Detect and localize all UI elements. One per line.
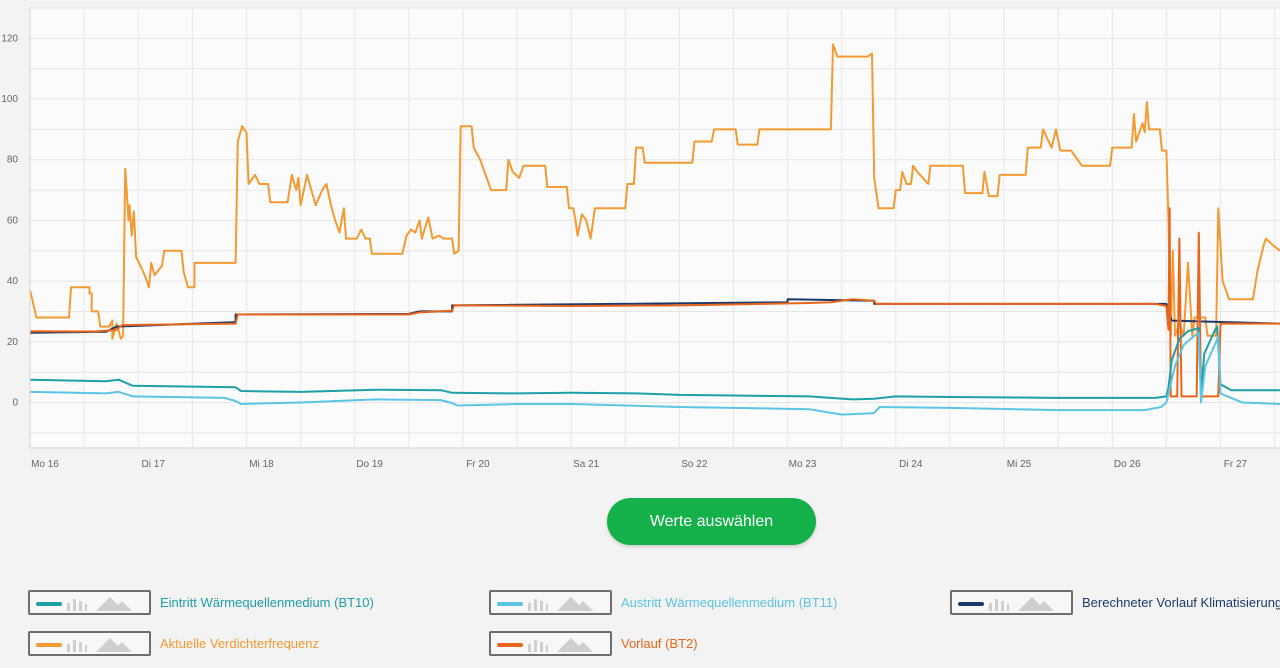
legend-label[interactable]: Aktuelle Verdichterfrequenz xyxy=(160,635,319,651)
axes: 0 20 40 60 80 100 120 Mo 16 Di 17 Mi 18 Do 19 Fr 20… xyxy=(1,8,1280,470)
x-tick-label: Mi 25 xyxy=(1007,459,1032,470)
legend-swatch xyxy=(497,601,523,606)
area-chart-icon xyxy=(1018,596,1054,611)
series-line-3 xyxy=(29,325,1280,401)
legend-label[interactable]: Berechneter Vorlauf Klimatisierung xyxy=(1082,594,1280,610)
x-tick-label: Fr 27 xyxy=(1224,459,1248,470)
series-line-4 xyxy=(29,331,1280,416)
legend-item-bt10[interactable]: Eintritt Wärmequellenmedium (BT10) xyxy=(28,587,374,617)
x-tick-label: Di 24 xyxy=(899,459,923,470)
series-layer xyxy=(29,43,1280,416)
x-tick-label: Fr 20 xyxy=(466,459,490,470)
area-chart-icon xyxy=(557,637,593,652)
bar-chart-icon xyxy=(528,639,548,652)
bar-chart-icon xyxy=(989,598,1009,611)
legend-item-verdichterfrequenz[interactable]: Aktuelle Verdichterfrequenz xyxy=(28,628,319,658)
series-line-2 xyxy=(29,207,1280,398)
legend-swatch xyxy=(958,601,984,606)
legend-toggle-box[interactable] xyxy=(950,589,1073,615)
y-tick-label: 0 xyxy=(12,397,18,408)
series-line-0 xyxy=(29,43,1280,340)
legend-toggle-box[interactable] xyxy=(489,589,612,615)
line-chart: 0 20 40 60 80 100 120 Mo 16 Di 17 Mi 18 Do 19 Fr 20… xyxy=(1,7,1280,470)
legend-swatch xyxy=(497,642,523,647)
y-tick-label: 80 xyxy=(7,155,19,166)
y-tick-label: 120 xyxy=(1,33,18,44)
legend-item-vorlauf-bt2[interactable]: Vorlauf (BT2) xyxy=(489,628,698,658)
y-tick-label: 100 xyxy=(1,94,18,105)
legend-toggle-box[interactable] xyxy=(28,589,151,615)
x-tick-label: Do 26 xyxy=(1114,459,1141,470)
x-tick-label: Di 17 xyxy=(142,459,166,470)
bar-chart-icon xyxy=(67,639,87,652)
y-tick-label: 60 xyxy=(7,215,19,226)
bar-chart-icon xyxy=(67,598,87,611)
x-tick-label: Mo 16 xyxy=(31,459,59,470)
bar-chart-icon xyxy=(528,598,548,611)
x-tick-label: Mo 23 xyxy=(789,459,817,470)
legend-label[interactable]: Vorlauf (BT2) xyxy=(621,635,698,651)
legend-swatch xyxy=(36,642,62,647)
legend-label[interactable]: Eintritt Wärmequellenmedium (BT10) xyxy=(160,594,374,610)
x-tick-label: Do 19 xyxy=(356,459,383,470)
legend-toggle-box[interactable] xyxy=(28,630,151,656)
legend-toggle-box[interactable] xyxy=(489,630,612,656)
legend-item-vorlauf-klimatisierung[interactable]: Berechneter Vorlauf Klimatisierung xyxy=(950,587,1280,617)
area-chart-icon xyxy=(96,637,132,652)
x-tick-label: Sa 21 xyxy=(573,459,600,470)
plot-background xyxy=(30,8,1280,448)
x-tick-label: So 22 xyxy=(681,459,708,470)
area-chart-icon xyxy=(557,596,593,611)
legend-item-bt11[interactable]: Austritt Wärmequellenmedium (BT11) xyxy=(489,587,838,617)
chart-area: 0 20 40 60 80 100 120 Mo 16 Di 17 Mi 18 Do 19 Fr 20… xyxy=(1,7,1280,470)
y-tick-label: 20 xyxy=(7,337,19,348)
select-values-button[interactable]: Werte auswählen xyxy=(607,498,816,545)
legend-swatch xyxy=(36,601,62,606)
y-tick-label: 40 xyxy=(7,276,19,287)
legend-label[interactable]: Austritt Wärmequellenmedium (BT11) xyxy=(621,594,838,610)
x-tick-label: Mi 18 xyxy=(249,459,274,470)
area-chart-icon xyxy=(96,596,132,611)
